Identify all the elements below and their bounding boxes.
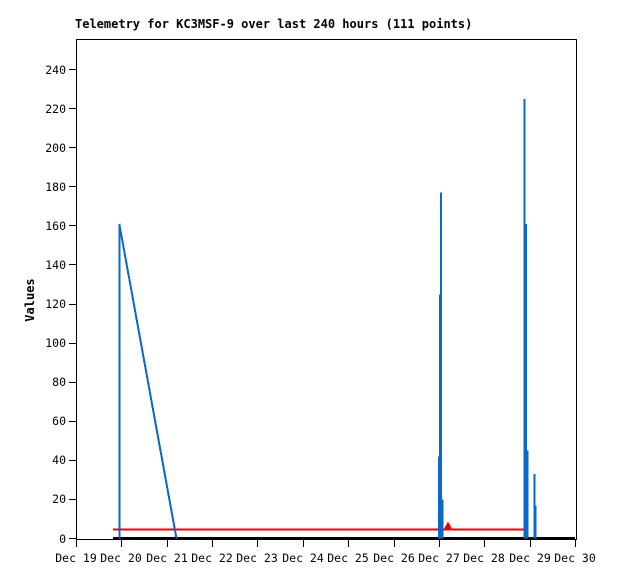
y-tick-mark (69, 186, 76, 188)
y-tick-label: 180 (45, 179, 66, 194)
y-tick-mark (69, 69, 76, 71)
x-tick-mark (121, 540, 122, 547)
x-tick-mark (212, 540, 213, 547)
x-tick-mark (348, 540, 349, 547)
x-tick-label: Dec 20 (100, 551, 142, 565)
x-tick-label: Dec 29 (509, 551, 551, 565)
x-tick-label: Dec 19 (55, 551, 97, 565)
x-tick-mark (257, 540, 258, 547)
y-tick-mark (69, 538, 76, 539)
y-tick-mark (69, 225, 76, 227)
y-tick-mark (69, 459, 76, 461)
series-telemetry-values-blue (118, 223, 178, 539)
x-tick-label: Dec 25 (327, 551, 369, 565)
x-tick-mark (530, 540, 531, 547)
x-tick-label: Dec 21 (146, 551, 188, 565)
x-tick-label: Dec 28 (463, 551, 505, 565)
x-tick-label: Dec 30 (554, 551, 596, 565)
x-tick-mark (167, 540, 168, 547)
y-tick-label: 20 (52, 492, 66, 507)
chart-title: Telemetry for KC3MSF-9 over last 240 hou… (75, 17, 473, 31)
x-tick-label: Dec 22 (191, 551, 233, 565)
y-tick-mark (69, 381, 76, 383)
y-tick-label: 120 (45, 297, 66, 312)
y-tick-mark (69, 498, 76, 500)
y-tick-label: 220 (45, 101, 66, 116)
y-tick-mark (69, 147, 76, 149)
y-tick-label: 80 (52, 375, 66, 390)
x-tick-label: Dec 26 (373, 551, 415, 565)
y-tick-mark (69, 303, 76, 305)
x-tick-label: Dec 24 (282, 551, 324, 565)
plot-area (76, 39, 577, 540)
y-tick-label: 140 (45, 257, 66, 272)
y-tick-label: 60 (52, 414, 66, 429)
y-tick-mark (69, 420, 76, 422)
x-tick-label: Dec 23 (236, 551, 278, 565)
y-tick-label: 40 (52, 453, 66, 468)
y-tick-label: 240 (45, 62, 66, 77)
y-tick-mark (69, 342, 76, 344)
x-tick-label: Dec 27 (418, 551, 460, 565)
data-layer-svg (113, 98, 575, 540)
y-tick-label: 200 (45, 140, 66, 155)
x-tick-mark (439, 540, 440, 547)
x-tick-mark (76, 540, 77, 547)
x-tick-mark (394, 540, 395, 547)
y-tick-mark (69, 264, 76, 266)
y-tick-label: 100 (45, 336, 66, 351)
x-tick-mark (303, 540, 304, 547)
x-tick-mark (575, 540, 576, 547)
x-tick-mark (484, 540, 485, 547)
y-tick-label: 0 (59, 531, 66, 546)
y-tick-label: 160 (45, 218, 66, 233)
marker-secondary-channel-red (443, 521, 453, 531)
y-tick-mark (69, 108, 76, 110)
